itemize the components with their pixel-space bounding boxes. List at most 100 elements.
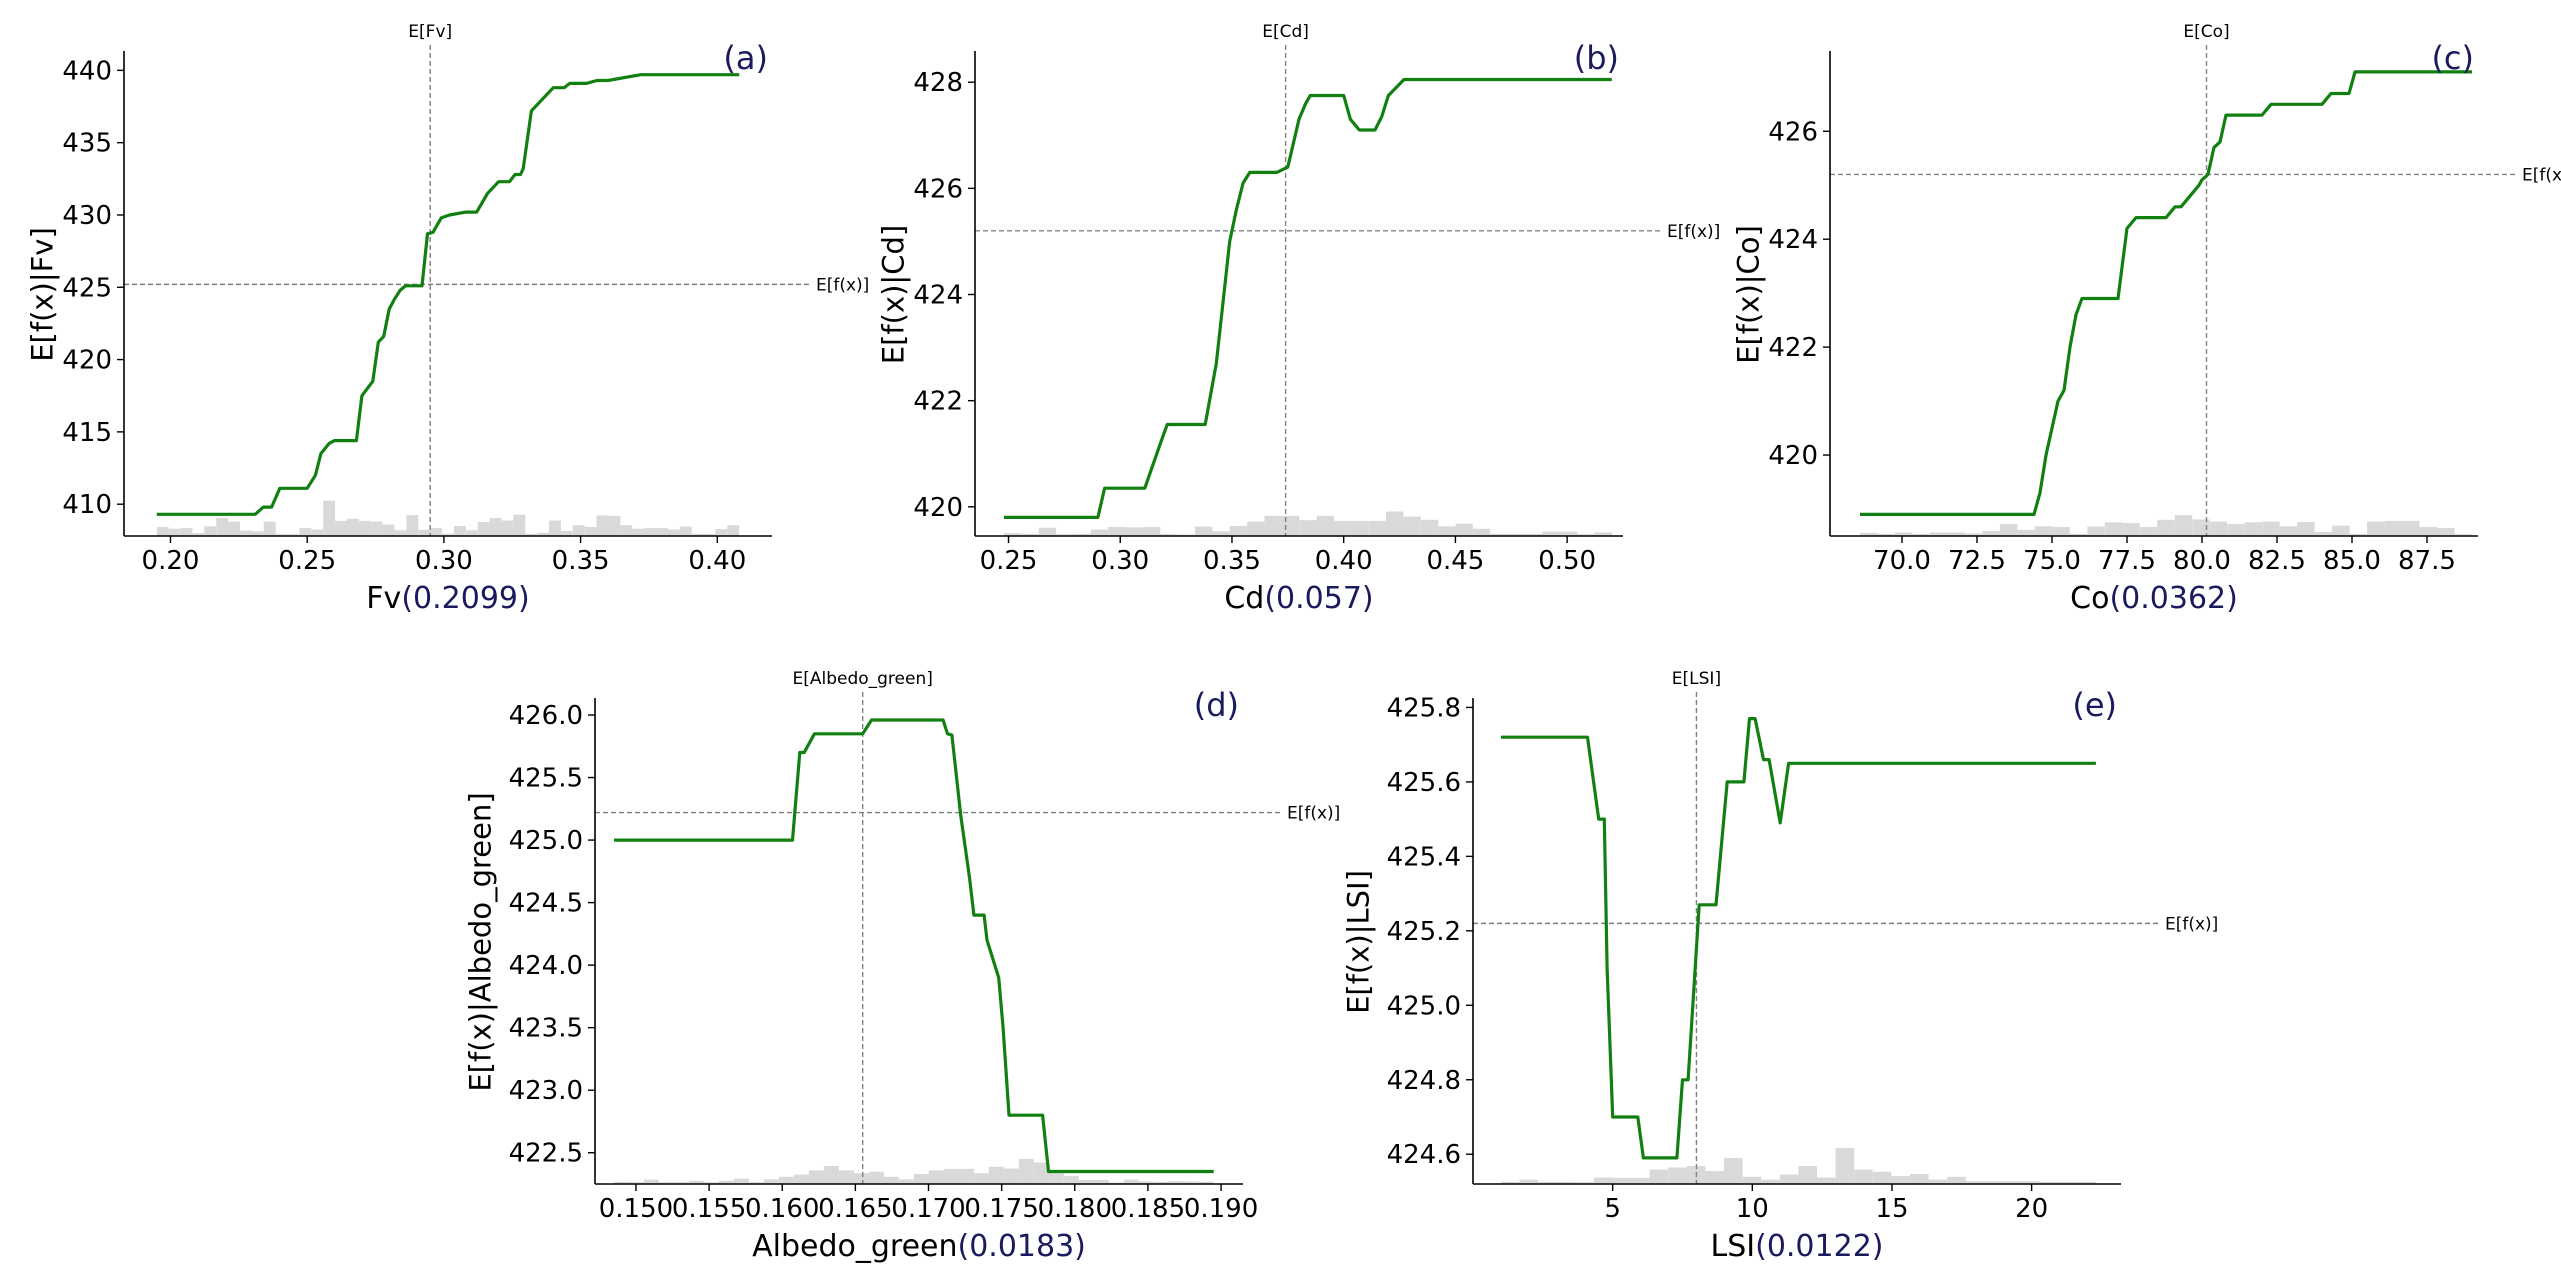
x-tick-label: 0.185 (1111, 1194, 1185, 1224)
histogram-bar (913, 1173, 929, 1184)
x-axis-label: LSI(0.0122) (1711, 1229, 1884, 1264)
y-axis-label: E[f(x)|Co] (1732, 225, 1766, 364)
y-tick-label: 425.5 (509, 764, 583, 794)
y-tick-label: 426 (1768, 117, 1818, 147)
y-tick-label: 422.5 (509, 1139, 583, 1169)
histogram-bar (1048, 1171, 1064, 1184)
y-axis-label: E[f(x)|Albedo_green] (464, 792, 498, 1091)
histogram-bar (1403, 516, 1421, 536)
histogram-bar (883, 1176, 899, 1184)
panel-label: (c) (2431, 39, 2474, 77)
histogram-bar (778, 1176, 794, 1184)
histogram-bar (513, 514, 526, 536)
histogram-bar (2227, 524, 2245, 536)
histogram-bar (1420, 519, 1439, 536)
histogram-bar (430, 528, 443, 536)
histogram-bar (1455, 523, 1473, 536)
histogram-bar (763, 1179, 779, 1184)
histogram-bar (156, 527, 169, 536)
expected-value-label: E[f(x)] (1667, 222, 1720, 242)
x-tick-label: 85.0 (2323, 546, 2381, 576)
histogram-bar (1835, 1148, 1855, 1184)
histogram-bar (2332, 525, 2350, 536)
histogram-bar (1631, 1177, 1650, 1184)
histogram-bar (1004, 533, 1022, 536)
expected-feature-label: E[LSI] (1672, 669, 1721, 689)
panel-label: (e) (2072, 686, 2117, 724)
histogram-bar (632, 528, 645, 536)
x-tick-label: 75.0 (2023, 546, 2081, 576)
histogram-bar (715, 529, 728, 536)
histogram-bar (2021, 1181, 2041, 1184)
histogram-bar (2002, 1181, 2022, 1184)
histogram-bar (2139, 527, 2158, 536)
feature-name: Albedo_green (752, 1229, 957, 1264)
x-tick-label: 0.165 (818, 1194, 892, 1224)
y-tick-label: 420 (1768, 441, 1818, 471)
histogram-bar (346, 518, 359, 536)
y-tick-label: 423.5 (509, 1014, 583, 1044)
feature-importance: (0.0183) (958, 1229, 1086, 1264)
x-tick-label: 0.190 (1184, 1194, 1258, 1224)
histogram-bar (2052, 527, 2070, 536)
histogram-bar (1093, 1180, 1109, 1184)
x-tick-label: 0.155 (672, 1194, 746, 1224)
y-axis-label: E[f(x)|LSI] (1342, 870, 1376, 1014)
panel-albedo_green: E[f(x)]E[Albedo_green]0.1500.1550.1600.1… (464, 669, 1341, 1264)
histogram-bar (2157, 519, 2175, 536)
x-tick-label: 87.5 (2398, 546, 2456, 576)
histogram-bar (1033, 1162, 1049, 1184)
histogram-bar (263, 521, 276, 536)
histogram-bar (2192, 519, 2210, 536)
histogram-bar (703, 1182, 719, 1184)
histogram-bar (584, 527, 597, 536)
histogram-bar (168, 528, 181, 536)
histogram-bar (2122, 523, 2140, 536)
histogram-bar (688, 1180, 704, 1184)
y-tick-label: 420 (62, 346, 112, 376)
y-tick-label: 425.8 (1387, 693, 1461, 723)
feature-name: LSI (1711, 1229, 1756, 1264)
histogram-bar (614, 1181, 630, 1184)
histogram-bar (1247, 521, 1265, 536)
panel-cd: E[f(x)] E[Cd] 0.25 0.30 0.35 0.40 0.45 0.50 420 4… (877, 22, 1721, 616)
y-tick-label: 425.0 (1387, 991, 1461, 1021)
histogram-bar (2104, 522, 2123, 536)
histogram-bar (1160, 534, 1178, 536)
x-tick-label: 0.35 (1203, 546, 1261, 576)
x-tick-label: 82.5 (2248, 546, 2306, 576)
x-tick-label: 77.5 (2098, 546, 2156, 576)
histogram-bar (525, 533, 538, 536)
histogram-bar (1860, 532, 1878, 536)
histogram-bar (1142, 527, 1161, 536)
expected-feature-label: E[Fv] (408, 22, 452, 42)
y-tick-label: 424.6 (1387, 1140, 1461, 1170)
histogram-bar (1649, 1169, 1669, 1184)
histogram-bar (489, 518, 502, 536)
y-tick-label: 425.0 (509, 826, 583, 856)
histogram-bar (2040, 1181, 2059, 1184)
histogram-bar (2349, 533, 2368, 536)
histogram-bar (1063, 1176, 1079, 1184)
histogram-bar (691, 533, 704, 536)
histogram-bar (1556, 1181, 1576, 1184)
histogram-bar (2314, 532, 2333, 536)
histogram-bar (1108, 527, 1126, 536)
y-tick-label: 440 (62, 56, 112, 86)
histogram-bar (748, 1182, 764, 1184)
feature-name: Co (2070, 581, 2109, 616)
histogram-bar (1183, 1181, 1199, 1184)
x-tick-label: 0.20 (142, 546, 200, 576)
histogram-bar (240, 530, 252, 536)
series-line (156, 73, 740, 516)
histogram-bar (228, 521, 241, 536)
y-tick-label: 423.0 (509, 1076, 583, 1106)
histogram-bar (2384, 520, 2403, 536)
histogram-bar (2437, 528, 2455, 536)
histogram-bar (1472, 528, 1491, 536)
histogram-bar (370, 521, 383, 536)
histogram-bar (275, 534, 288, 536)
histogram-bar (868, 1171, 884, 1184)
histogram-bar (1542, 531, 1560, 536)
